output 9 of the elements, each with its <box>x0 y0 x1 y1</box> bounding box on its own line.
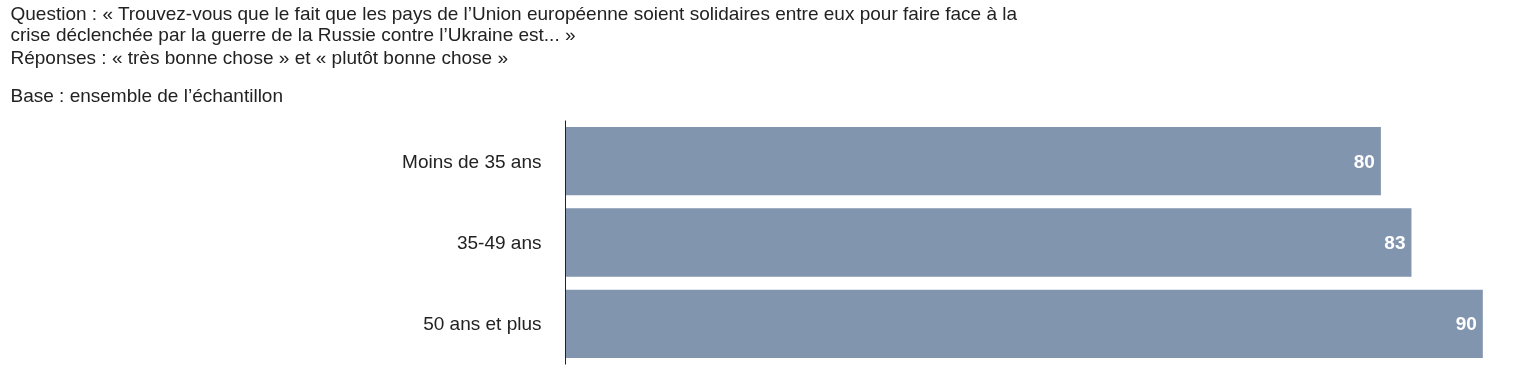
data-label: 80 <box>1353 150 1375 172</box>
y-tick-label: 50 ans et plus <box>423 313 542 335</box>
y-tick-label: Moins de 35 ans <box>402 150 542 172</box>
text: Réponses : « très bonne chose » et « plutôt bonne chose » <box>10 46 509 68</box>
y-tick-label: 35-49 ans <box>456 232 542 253</box>
data-label: 83 <box>1384 232 1406 253</box>
text: Base : ensemble de l’échantillon <box>10 84 284 106</box>
chart-title: Question : « Trouvez-vous que le fait que les pays de l’Union européenne soient solidaires entre eux pour faire face à la crise déclenchée par la guerre de la Russie contre l’Ukraine est... » <box>10 2 1018 45</box>
data-label: 90 <box>1455 313 1477 335</box>
